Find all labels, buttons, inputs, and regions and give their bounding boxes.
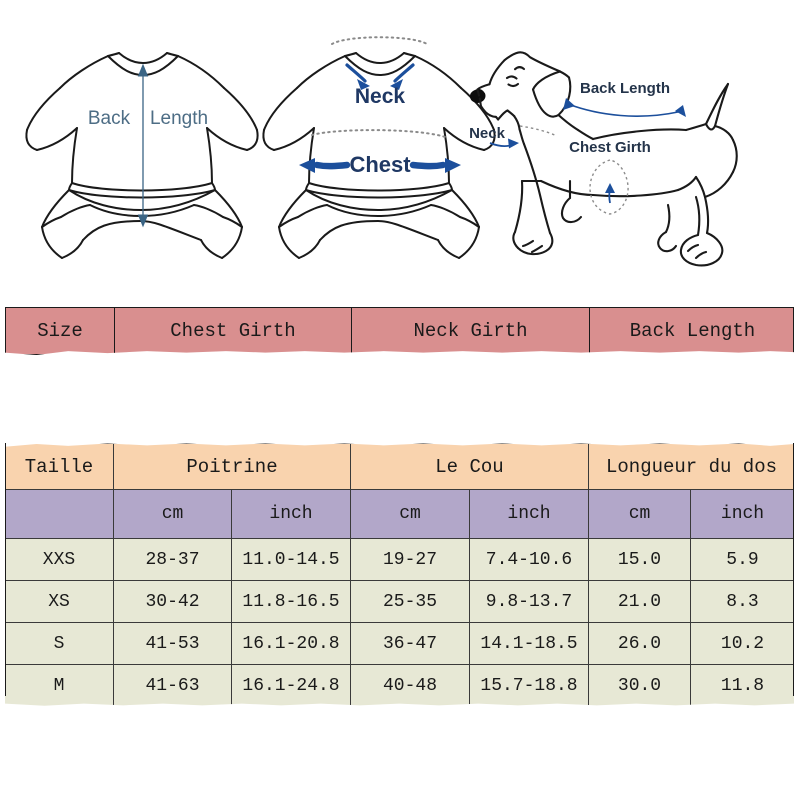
svg-text:Chest: Chest xyxy=(349,152,411,177)
svg-text:Neck: Neck xyxy=(469,125,506,142)
svg-text:Back Length: Back Length xyxy=(580,80,670,97)
svg-text:Back: Back xyxy=(88,108,131,129)
svg-text:Chest Girth: Chest Girth xyxy=(569,139,651,156)
svg-text:Neck: Neck xyxy=(355,85,406,108)
svg-text:Length: Length xyxy=(150,108,208,129)
